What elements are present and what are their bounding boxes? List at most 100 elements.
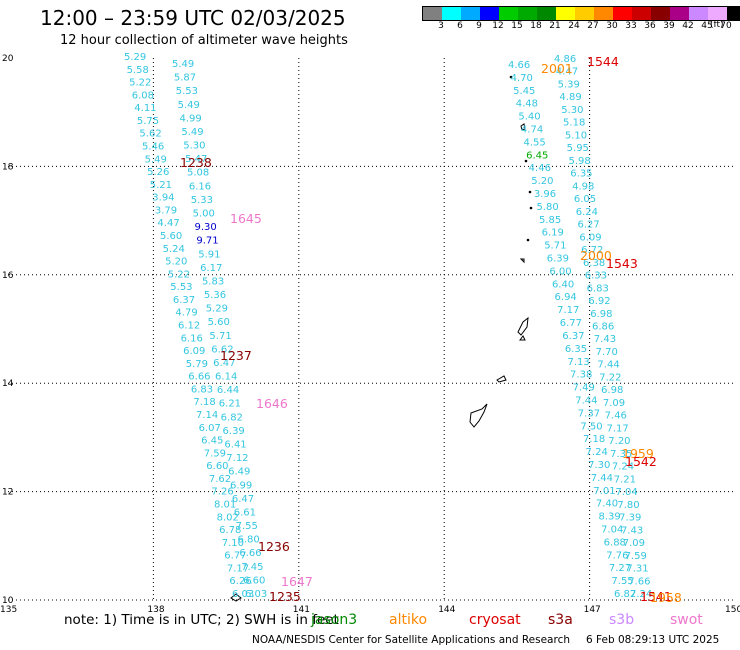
- wave-height-value: 5.49: [145, 154, 167, 165]
- wave-height-value: 6.99: [230, 480, 252, 491]
- wave-height-value: 6.72: [581, 245, 603, 256]
- wave-height-value: 5.33: [191, 195, 213, 206]
- wave-height-value: 7.45: [241, 562, 263, 573]
- wave-height-value: 5.08: [187, 168, 209, 179]
- wave-height-value: 6.38: [583, 258, 605, 269]
- wave-height-value: 6.24: [576, 207, 598, 218]
- wave-height-value: 5.22: [129, 78, 151, 89]
- wave-height-value: 6.98: [590, 309, 612, 320]
- wave-height-value: 6.05: [574, 194, 596, 205]
- wave-height-value: 4.98: [572, 181, 594, 192]
- wave-height-value: 7.09: [603, 398, 625, 409]
- scale-tick-label: 42: [682, 21, 694, 31]
- wave-height-value: 7.46: [605, 411, 627, 422]
- scale-swatch: [499, 7, 518, 20]
- wave-height-value: 7.66: [628, 576, 650, 587]
- wave-height-value: 7.30: [588, 460, 610, 471]
- satellite-legend: jason3 altiko cryosat s3a s3b swot: [0, 612, 740, 630]
- legend-item-s3b: s3b: [609, 612, 635, 628]
- wave-height-value: 5.75: [137, 116, 159, 127]
- scale-tick-label: 27: [587, 21, 599, 31]
- wave-height-value: 5.98: [568, 156, 590, 167]
- wave-height-value: 4.46: [529, 163, 551, 174]
- wave-height-value: 4.47: [556, 67, 578, 78]
- scale-swatch: [480, 7, 499, 20]
- track-right-a: 4.66 4.70 5.45 4.48 5.40 4.744.55 6.45 4.46 5.20…: [508, 60, 636, 600]
- scale-swatch: [442, 7, 461, 20]
- pass-time-label: 1542: [625, 454, 657, 469]
- scale-tick-label: 33: [625, 21, 637, 31]
- wave-height-value: 8.01: [214, 500, 236, 511]
- scale-swatch: [727, 7, 740, 20]
- wave-height-value: 5.00: [193, 208, 215, 219]
- latitude-tick-labels: 20 18 16 14 12 10: [2, 54, 14, 606]
- wave-height-value: 7.09: [623, 538, 645, 549]
- wave-height-value: 7.13: [567, 357, 589, 368]
- scale-tick-label: 15: [511, 21, 523, 31]
- wave-height-value: 4.66: [508, 60, 530, 71]
- pass-time-label: 2001: [541, 61, 573, 76]
- island-outline: [469, 403, 488, 428]
- wave-height-value: 6.09: [183, 346, 205, 357]
- wave-height-value: 7.39: [619, 513, 641, 524]
- wave-height-value: 7.38: [570, 370, 592, 381]
- wave-height-value: 5.71: [209, 331, 231, 342]
- latitude-tick-label: 16: [2, 271, 14, 281]
- wave-height-value: 4.47: [157, 218, 179, 229]
- wave-height-value: 7.31: [626, 564, 648, 575]
- pass-time-label: 1959: [622, 446, 654, 461]
- wave-height-value: 7.17: [606, 423, 628, 434]
- wave-height-value: 7.44: [591, 473, 613, 484]
- wave-height-value: 4.79: [175, 308, 197, 319]
- wave-height-value: 7.59: [204, 448, 226, 459]
- wave-height-value: 5.29: [124, 52, 146, 63]
- wave-height-value: 7.22: [599, 372, 621, 383]
- wave-height-value: 6.16: [189, 181, 211, 192]
- wave-height-value: 5.53: [176, 86, 198, 97]
- pass-time-label: 1646: [256, 396, 288, 411]
- wave-height-value: 5.29: [206, 304, 228, 315]
- credit-text: NOAA/NESDIS Center for Satellite Applica…: [252, 634, 570, 646]
- wave-height-value: 5.40: [518, 112, 540, 123]
- wave-height-value: 6.66: [239, 548, 261, 559]
- track-right-b: 4.86 4.475.39 4.89 5.30 5.185.10 5.95 5.98 6.35…: [554, 54, 652, 600]
- wave-height-value: 7.44: [575, 395, 597, 406]
- small-island: [528, 190, 532, 194]
- wave-height-value: 5.46: [142, 142, 164, 153]
- wave-height-value: 6.16: [181, 333, 203, 344]
- island-outline: [230, 593, 242, 602]
- wave-height-value: 6.44: [217, 385, 239, 396]
- island-outline: [519, 335, 526, 341]
- latitude-tick-label: 12: [2, 488, 13, 498]
- scale-tick-label: 39: [663, 21, 675, 31]
- longitude-tick-label: 141: [293, 605, 310, 615]
- wave-height-value: 7.35: [610, 449, 632, 460]
- wave-height-value: 3.96: [534, 189, 556, 200]
- wave-height-value: 7.24: [630, 589, 652, 600]
- wave-height-value: 6.60: [243, 575, 265, 586]
- wave-height-value: 7.24: [586, 447, 608, 458]
- wave-height-value: 7.21: [614, 474, 636, 485]
- wave-height-value: 6.78: [219, 525, 241, 536]
- pass-time-label: 1235: [269, 589, 301, 604]
- wave-height-value: 5.83: [202, 276, 224, 287]
- island-outline: [519, 258, 525, 264]
- wave-height-value: 7.80: [617, 500, 639, 511]
- wave-height-value: 9.30: [194, 222, 216, 233]
- wave-height-value: 7.43: [621, 525, 643, 536]
- longitude-tick-label: 138: [147, 605, 164, 615]
- wave-height-value: 6.92: [588, 296, 610, 307]
- wave-height-value: 7.44: [597, 360, 619, 371]
- scale-tick-label: 18: [530, 21, 542, 31]
- wave-height-value: 7.27: [609, 563, 631, 574]
- footer-note: note: 1) Time is in UTC; 2) SWH is in fe…: [64, 612, 339, 628]
- wave-height-value: 6.88: [604, 537, 626, 548]
- wave-height-value: 5.30: [561, 105, 583, 116]
- wave-height-value: 7.43: [594, 334, 616, 345]
- scale-tick-label: 9: [476, 21, 482, 31]
- wave-height-value: 7.26: [211, 487, 233, 498]
- pass-time-label: 1238: [180, 155, 212, 170]
- wave-height-value: 4.74: [521, 125, 543, 136]
- scale-tick-label: 30: [606, 21, 618, 31]
- wave-height-value: 3.79: [155, 205, 177, 216]
